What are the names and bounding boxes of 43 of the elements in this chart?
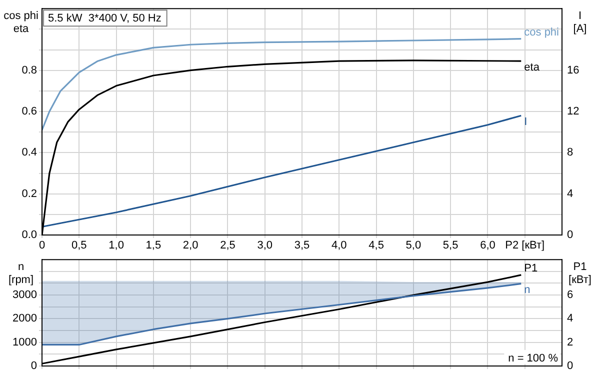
x-tick-label: 3,5 — [294, 240, 310, 252]
x-tick-label: 1,5 — [146, 240, 162, 252]
y2-tick-label: 8 — [567, 146, 574, 159]
y-tick-label: 3000 — [12, 289, 37, 302]
y-tick-label: 0 — [30, 360, 37, 372]
y2-axis-title: P1 [кВт] — [568, 261, 592, 286]
x-tick-label: 6,0 — [480, 240, 496, 252]
x-tick-label: 5,0 — [406, 240, 422, 252]
x-tick-label: 5,5 — [442, 240, 458, 252]
x-tick-label: 4,5 — [368, 240, 384, 252]
y-tick-label: 0.8 — [22, 64, 37, 76]
y-tick-label: 1000 — [12, 336, 37, 348]
y2-tick-label: 0 — [567, 360, 574, 372]
y-axis-title: n [rpm] — [8, 261, 34, 286]
y-tick-label: 0.4 — [22, 146, 37, 159]
y-tick-label: 0.6 — [22, 106, 37, 118]
y2-tick-label: 4 — [567, 312, 574, 325]
series-label: eta — [524, 62, 540, 74]
y2-tick-label: 2 — [567, 336, 574, 348]
chart-title: 5.5 kW 3*400 V, 50 Hz — [48, 12, 162, 25]
x-tick-label: 0,5 — [71, 240, 87, 252]
y2-tick-label: 16 — [567, 64, 580, 76]
x-tick-label: 4,0 — [331, 240, 347, 252]
x-tick-label: 2,0 — [182, 240, 198, 252]
x-tick-label: 3,0 — [257, 240, 273, 252]
series-label: I — [524, 116, 528, 128]
annotation: n = 100 % — [508, 352, 558, 365]
series-label: cos phi — [524, 26, 559, 38]
y2-tick-label: 4 — [567, 188, 574, 200]
x-tick-label: 2,5 — [220, 240, 236, 252]
series-label: n — [524, 284, 530, 296]
y-tick-label: 0.2 — [22, 188, 37, 200]
y-axis-title: cos phi eta — [4, 10, 38, 36]
y2-tick-label: 6 — [567, 289, 574, 302]
y-tick-label: 2000 — [12, 312, 37, 325]
x-tick-label: 0 — [38, 240, 46, 252]
series-label: P1 — [524, 262, 538, 274]
x-tick-label: 1,0 — [108, 240, 124, 252]
y-tick-label: 0.0 — [22, 229, 37, 242]
x-tick-label: P2 [кВт] — [505, 240, 545, 252]
y2-tick-label: 0 — [567, 229, 574, 242]
y2-tick-label: 12 — [567, 106, 580, 118]
y2-axis-title: I [A] — [573, 10, 587, 36]
